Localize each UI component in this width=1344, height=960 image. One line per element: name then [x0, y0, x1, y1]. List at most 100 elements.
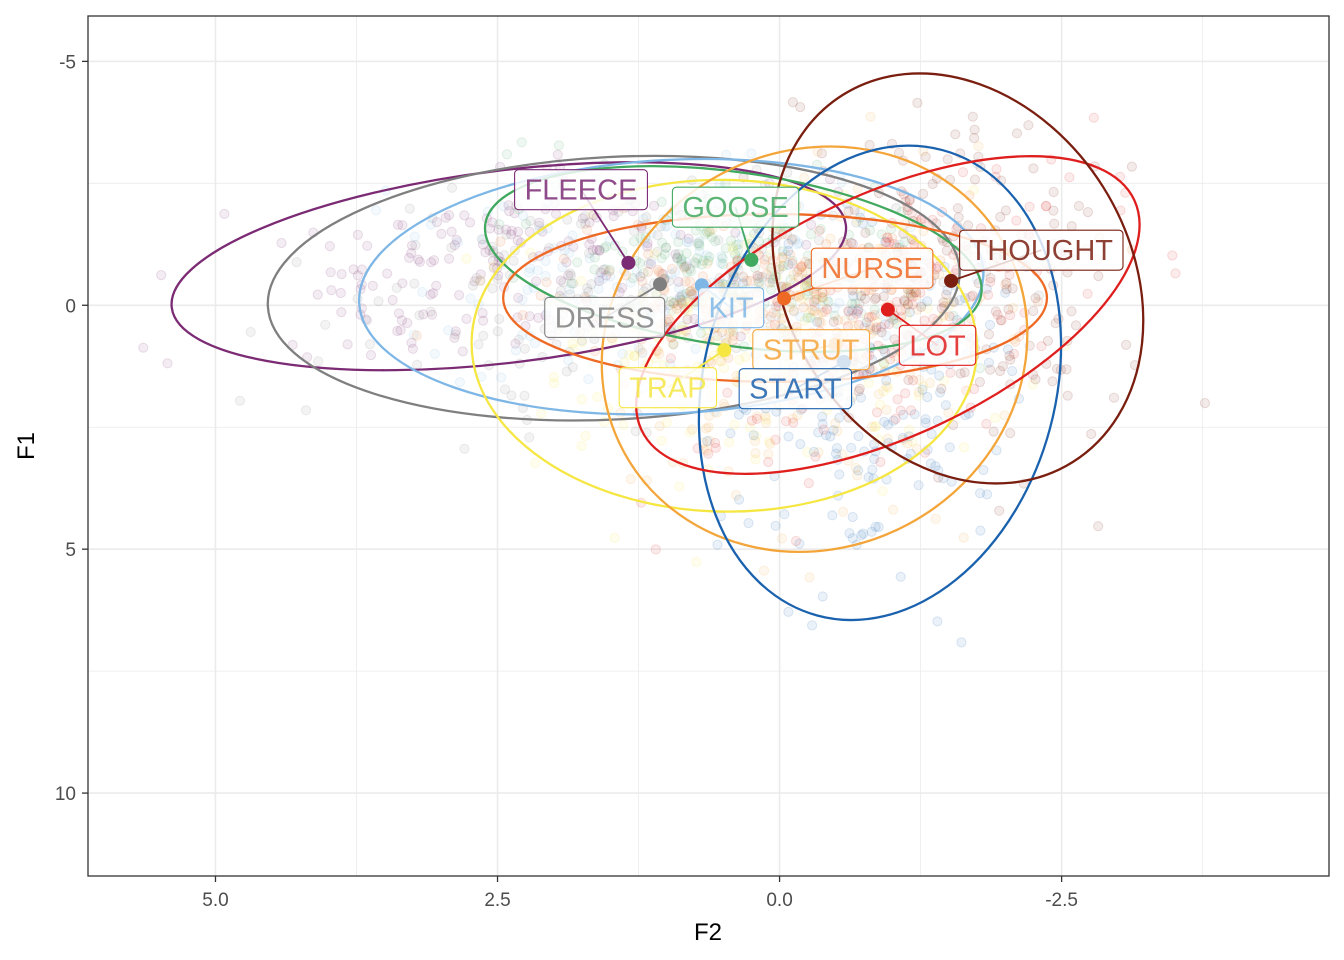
token-point — [373, 296, 384, 307]
token-point — [898, 409, 909, 420]
token-point — [990, 306, 1002, 317]
token-point — [582, 283, 593, 294]
token-point — [630, 426, 641, 437]
token-point — [839, 315, 850, 326]
token-point — [830, 418, 841, 429]
token-point — [684, 286, 695, 297]
token-point — [925, 458, 937, 469]
token-point — [524, 267, 535, 278]
token-point — [733, 409, 745, 420]
token-point — [819, 306, 831, 317]
token-point — [861, 312, 872, 323]
token-point — [587, 245, 598, 256]
token-point — [881, 404, 892, 415]
token-point — [812, 294, 823, 305]
token-point — [866, 421, 878, 432]
token-point — [912, 304, 923, 315]
token-point — [608, 211, 619, 222]
token-point — [682, 267, 693, 278]
token-point — [967, 111, 978, 122]
token-point — [508, 255, 519, 266]
token-point — [446, 242, 457, 253]
ellipse-lot — [635, 155, 1141, 475]
token-point — [690, 343, 701, 354]
vowel-label-box — [697, 287, 765, 329]
token-point — [548, 371, 560, 383]
vowel-label-strut: STRUT — [752, 329, 871, 371]
token-point — [685, 266, 696, 277]
token-point — [580, 430, 591, 442]
token-point — [995, 211, 1006, 223]
token-point — [884, 237, 895, 248]
y-axis: -5 0 5 10 — [55, 52, 88, 805]
token-point — [930, 461, 941, 472]
token-point — [615, 407, 626, 418]
token-point — [985, 276, 996, 287]
token-point — [553, 140, 565, 151]
token-point — [788, 306, 800, 317]
token-point — [393, 308, 404, 319]
token-point — [1061, 364, 1072, 375]
token-point — [751, 413, 763, 424]
token-point — [516, 137, 527, 148]
token-point — [845, 310, 856, 321]
token-point — [692, 238, 703, 249]
token-point — [827, 510, 838, 521]
token-point — [669, 267, 681, 278]
token-point — [501, 224, 512, 235]
token-point — [731, 240, 742, 251]
token-point — [365, 350, 377, 361]
token-point — [628, 236, 640, 247]
token-point — [851, 308, 862, 319]
token-point — [832, 315, 844, 326]
token-point — [336, 307, 347, 318]
token-point — [672, 300, 684, 311]
token-point — [765, 438, 776, 449]
token-point — [944, 311, 955, 322]
token-point — [627, 273, 639, 284]
token-point — [867, 464, 878, 475]
token-point — [754, 277, 765, 288]
token-point — [811, 289, 822, 300]
token-point — [810, 294, 821, 305]
token-point — [1028, 163, 1039, 174]
token-point — [952, 203, 964, 214]
token-point — [506, 225, 517, 236]
token-point — [534, 217, 545, 228]
token-point — [650, 544, 661, 555]
token-point — [450, 329, 461, 340]
token-point — [1032, 296, 1044, 307]
token-point — [674, 292, 686, 303]
token-point — [871, 324, 882, 335]
token-point — [533, 312, 544, 323]
token-point — [671, 303, 683, 314]
token-point — [930, 513, 941, 525]
token-point — [829, 302, 840, 314]
token-point — [869, 325, 880, 336]
token-point — [703, 422, 714, 433]
token-point — [710, 442, 721, 453]
token-point — [1001, 277, 1012, 288]
token-point — [629, 350, 640, 361]
token-point — [719, 362, 730, 373]
token-point — [397, 278, 408, 289]
token-point — [487, 255, 499, 266]
token-point — [866, 526, 877, 537]
token-point — [498, 201, 509, 212]
token-point — [943, 407, 954, 418]
token-point — [787, 258, 798, 269]
token-point — [917, 384, 928, 395]
token-point — [1073, 200, 1085, 212]
token-point — [572, 257, 583, 268]
token-point — [674, 283, 685, 294]
token-point — [780, 249, 792, 260]
token-point — [774, 261, 785, 272]
token-point — [828, 316, 839, 327]
token-point — [1008, 348, 1020, 359]
token-point — [552, 149, 563, 160]
token-point — [906, 289, 917, 300]
token-point — [660, 242, 671, 253]
token-point — [1030, 293, 1041, 304]
vowel-label-box — [618, 367, 718, 409]
token-point — [649, 248, 660, 260]
